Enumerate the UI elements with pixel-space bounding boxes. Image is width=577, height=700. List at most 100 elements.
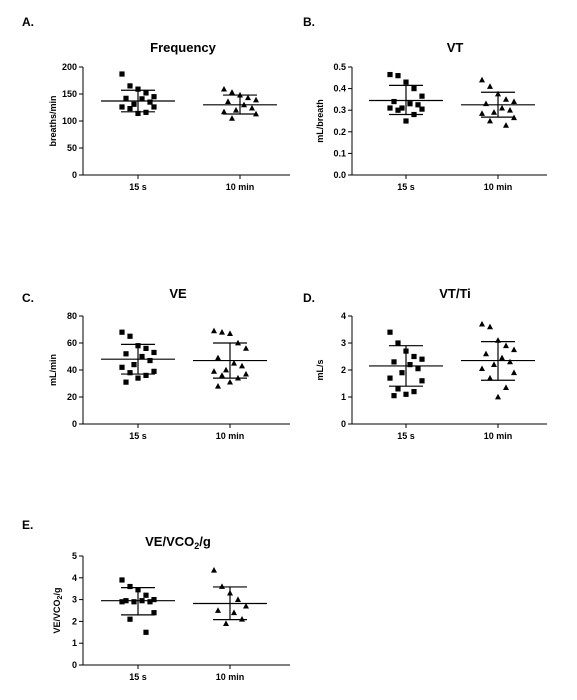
- x-category-label: 15 s: [129, 431, 147, 441]
- data-point-triangle: [219, 583, 225, 589]
- data-point-triangle: [229, 89, 235, 95]
- x-category-label: 15 s: [129, 182, 147, 192]
- data-point-square: [147, 357, 153, 364]
- data-point-square: [151, 368, 157, 374]
- data-point-triangle: [235, 596, 241, 602]
- data-point-triangle: [507, 107, 513, 113]
- data-point-square: [399, 105, 405, 111]
- y-tick-label: 0.0: [333, 170, 346, 180]
- data-point-triangle: [229, 115, 235, 121]
- data-point-triangle: [245, 94, 251, 101]
- data-point-square: [419, 378, 425, 384]
- panel-title: VT: [447, 40, 464, 55]
- data-point-square: [119, 329, 125, 335]
- data-point-square: [403, 391, 409, 397]
- data-point-square: [151, 349, 157, 356]
- y-axis-label: mL/s: [315, 359, 325, 380]
- data-point-triangle: [239, 616, 245, 622]
- data-point-square: [123, 351, 129, 357]
- data-point-square: [127, 616, 133, 622]
- y-tick-label: 0: [72, 170, 77, 180]
- y-tick-label: 50: [67, 143, 77, 153]
- data-point-square: [387, 71, 393, 78]
- data-point-triangle: [215, 607, 221, 613]
- y-tick-label: 40: [67, 365, 77, 375]
- data-point-triangle: [495, 393, 501, 400]
- data-point-square: [119, 104, 125, 110]
- data-point-triangle: [503, 122, 509, 128]
- data-point-square: [403, 79, 409, 85]
- data-point-triangle: [221, 85, 227, 92]
- data-point-square: [127, 333, 133, 339]
- data-point-square: [119, 599, 125, 605]
- data-point-square: [131, 362, 137, 368]
- y-tick-label: 100: [62, 116, 77, 126]
- data-point-triangle: [215, 383, 221, 389]
- y-tick-label: 20: [67, 392, 77, 402]
- y-tick-label: 0.1: [333, 148, 346, 158]
- x-category-label: 15 s: [129, 672, 147, 682]
- y-tick-label: 4: [72, 573, 77, 583]
- panel-letter: D.: [303, 291, 315, 305]
- data-point-square: [411, 86, 417, 92]
- data-point-triangle: [231, 609, 237, 616]
- x-category-label: 10 min: [216, 672, 245, 682]
- data-point-square: [143, 345, 149, 351]
- data-point-square: [395, 73, 401, 79]
- x-category-label: 15 s: [397, 182, 415, 192]
- data-point-square: [395, 340, 401, 346]
- data-point-triangle: [243, 602, 249, 609]
- data-point-triangle: [239, 362, 245, 369]
- data-point-triangle: [503, 96, 509, 102]
- data-point-triangle: [211, 566, 217, 573]
- data-point-triangle: [511, 98, 517, 104]
- data-point-square: [147, 599, 153, 605]
- data-point-square: [387, 375, 393, 381]
- data-point-square: [127, 105, 133, 112]
- data-point-triangle: [227, 378, 233, 385]
- data-point-square: [139, 353, 145, 360]
- x-category-label: 10 min: [226, 182, 255, 192]
- data-point-square: [119, 71, 125, 77]
- y-tick-label: 60: [67, 338, 77, 348]
- data-point-triangle: [211, 327, 217, 334]
- data-point-triangle: [211, 368, 217, 374]
- data-point-square: [135, 86, 141, 92]
- data-point-triangle: [491, 109, 497, 115]
- y-tick-label: 5: [72, 551, 77, 561]
- data-point-triangle: [491, 361, 497, 367]
- data-point-triangle: [227, 330, 233, 336]
- y-tick-label: 1: [72, 638, 77, 648]
- y-tick-label: 2: [341, 365, 346, 375]
- data-point-square: [143, 629, 149, 635]
- data-point-triangle: [219, 372, 225, 378]
- panel-letter: E.: [22, 518, 33, 532]
- panel-letter: A.: [22, 15, 34, 29]
- data-point-triangle: [479, 76, 485, 83]
- data-point-square: [143, 372, 149, 378]
- data-point-square: [395, 107, 401, 113]
- data-point-square: [407, 101, 413, 107]
- data-point-triangle: [233, 107, 239, 113]
- data-point-square: [391, 98, 397, 105]
- data-point-square: [411, 353, 417, 360]
- data-point-square: [387, 105, 393, 111]
- data-point-triangle: [223, 366, 229, 373]
- data-point-square: [419, 93, 425, 99]
- data-point-square: [407, 362, 413, 368]
- data-point-square: [147, 99, 153, 105]
- data-point-triangle: [483, 350, 489, 357]
- data-point-square: [135, 375, 141, 381]
- y-tick-label: 1: [341, 392, 346, 402]
- data-point-triangle: [221, 108, 227, 115]
- y-tick-label: 3: [341, 338, 346, 348]
- data-point-square: [415, 366, 421, 372]
- data-point-triangle: [225, 98, 231, 104]
- data-point-square: [143, 90, 149, 96]
- panel-title: VT/Ti: [439, 286, 471, 301]
- data-point-triangle: [487, 374, 493, 381]
- data-point-square: [131, 101, 137, 107]
- y-tick-label: 80: [67, 311, 77, 321]
- x-category-label: 15 s: [397, 431, 415, 441]
